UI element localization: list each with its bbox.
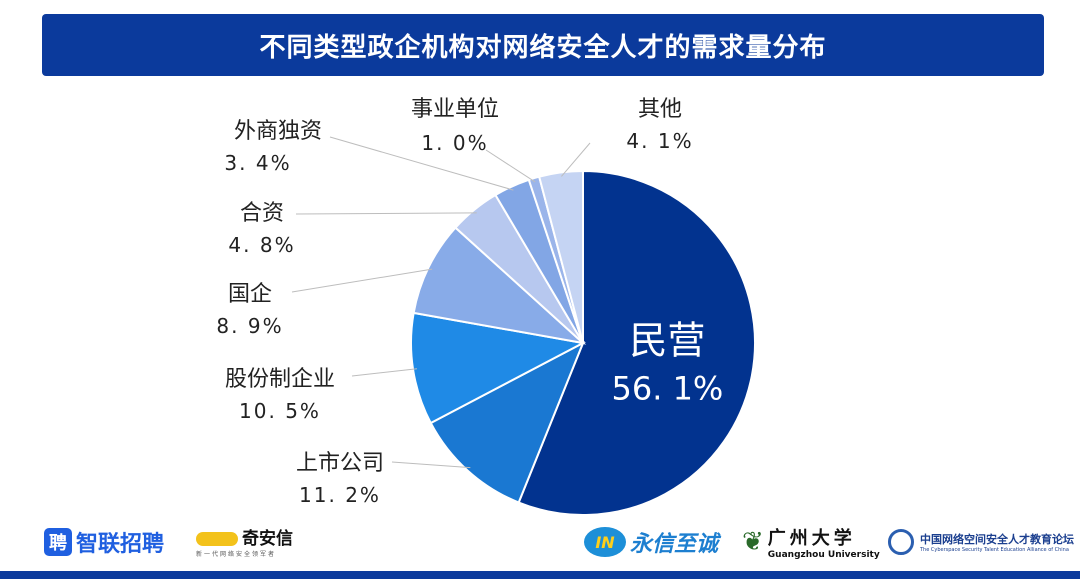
bottom-bar: [0, 571, 1080, 579]
logo-zhaopin: 聘 智联招聘: [44, 524, 164, 560]
logo-gzhu: ❦ 广州大学 Guangzhou University: [742, 524, 880, 560]
qianxin-tagline: 新一代网络安全领军者: [196, 551, 277, 558]
slice-value-label: 4. 8%: [228, 233, 295, 257]
slice-label: 股份制企业: [225, 367, 335, 392]
leader-line: [561, 142, 591, 177]
pie-slice: [517, 169, 756, 516]
zhaopin-text: 智联招聘: [76, 532, 165, 557]
leader-line: [295, 212, 477, 215]
slice-label: 其他: [638, 97, 682, 122]
zhaopin-mark: 聘: [44, 528, 72, 556]
slice-value-label: 1. 0%: [421, 131, 488, 155]
logo-alliance: 中国网络空间安全人才教育论坛 The Cyberspace Security T…: [888, 524, 1074, 560]
logo-yongxin: IN 永信至诚: [584, 524, 718, 560]
slice-label: 合资: [240, 201, 284, 226]
slice-label: 国企: [228, 282, 272, 307]
slice-label: 外商独资: [234, 119, 322, 144]
leader-line: [351, 368, 418, 377]
slice-value-label: 10. 5%: [239, 399, 321, 423]
slice-value-label: 3. 4%: [224, 151, 291, 175]
slice-label: 上市公司: [296, 451, 384, 476]
pie-slice: [429, 340, 585, 504]
slice-label: 事业单位: [411, 97, 499, 122]
chart-title: 不同类型政企机构对网络安全人才的需求量分布: [42, 14, 1044, 76]
alliance-text: 中国网络空间安全人才教育论坛: [920, 533, 1074, 546]
gzhu-text: 广州大学: [767, 528, 856, 549]
qianxin-text: 奇安信: [242, 529, 293, 549]
leader-line: [291, 268, 433, 293]
pie-slice: [537, 169, 584, 344]
yongxin-mark: IN: [584, 527, 626, 557]
alliance-en: The Cyberspace Security Talent Education…: [920, 547, 1069, 553]
yongxin-text: 永信至诚: [630, 532, 719, 557]
slice-value-label: 11. 2%: [299, 483, 381, 507]
slice-value-label: 8. 9%: [216, 314, 283, 338]
logo-qianxin: 奇安信 新一代网络安全领军者: [196, 524, 293, 560]
pie-slice: [412, 226, 587, 345]
slice-value-label: 4. 1%: [626, 129, 693, 153]
gzhu-en: Guangzhou University: [767, 550, 880, 560]
slice-value-label: 56. 1%: [612, 369, 724, 407]
slice-label: 民营: [629, 318, 705, 362]
leader-line: [329, 136, 514, 191]
leader-line: [485, 149, 536, 183]
leader-line: [391, 461, 471, 469]
